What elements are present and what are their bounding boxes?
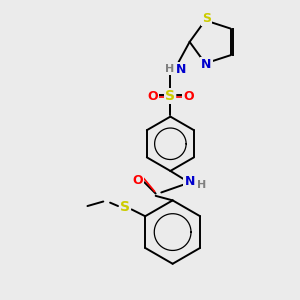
Text: O: O	[147, 90, 158, 103]
Text: S: S	[120, 200, 130, 214]
Text: O: O	[132, 173, 143, 187]
Text: H: H	[165, 64, 174, 74]
Text: N: N	[184, 175, 195, 188]
Text: O: O	[183, 90, 194, 103]
Text: H: H	[197, 179, 207, 190]
Text: N: N	[201, 58, 212, 71]
Text: S: S	[165, 89, 176, 103]
Text: N: N	[176, 63, 186, 76]
Text: S: S	[202, 12, 211, 25]
